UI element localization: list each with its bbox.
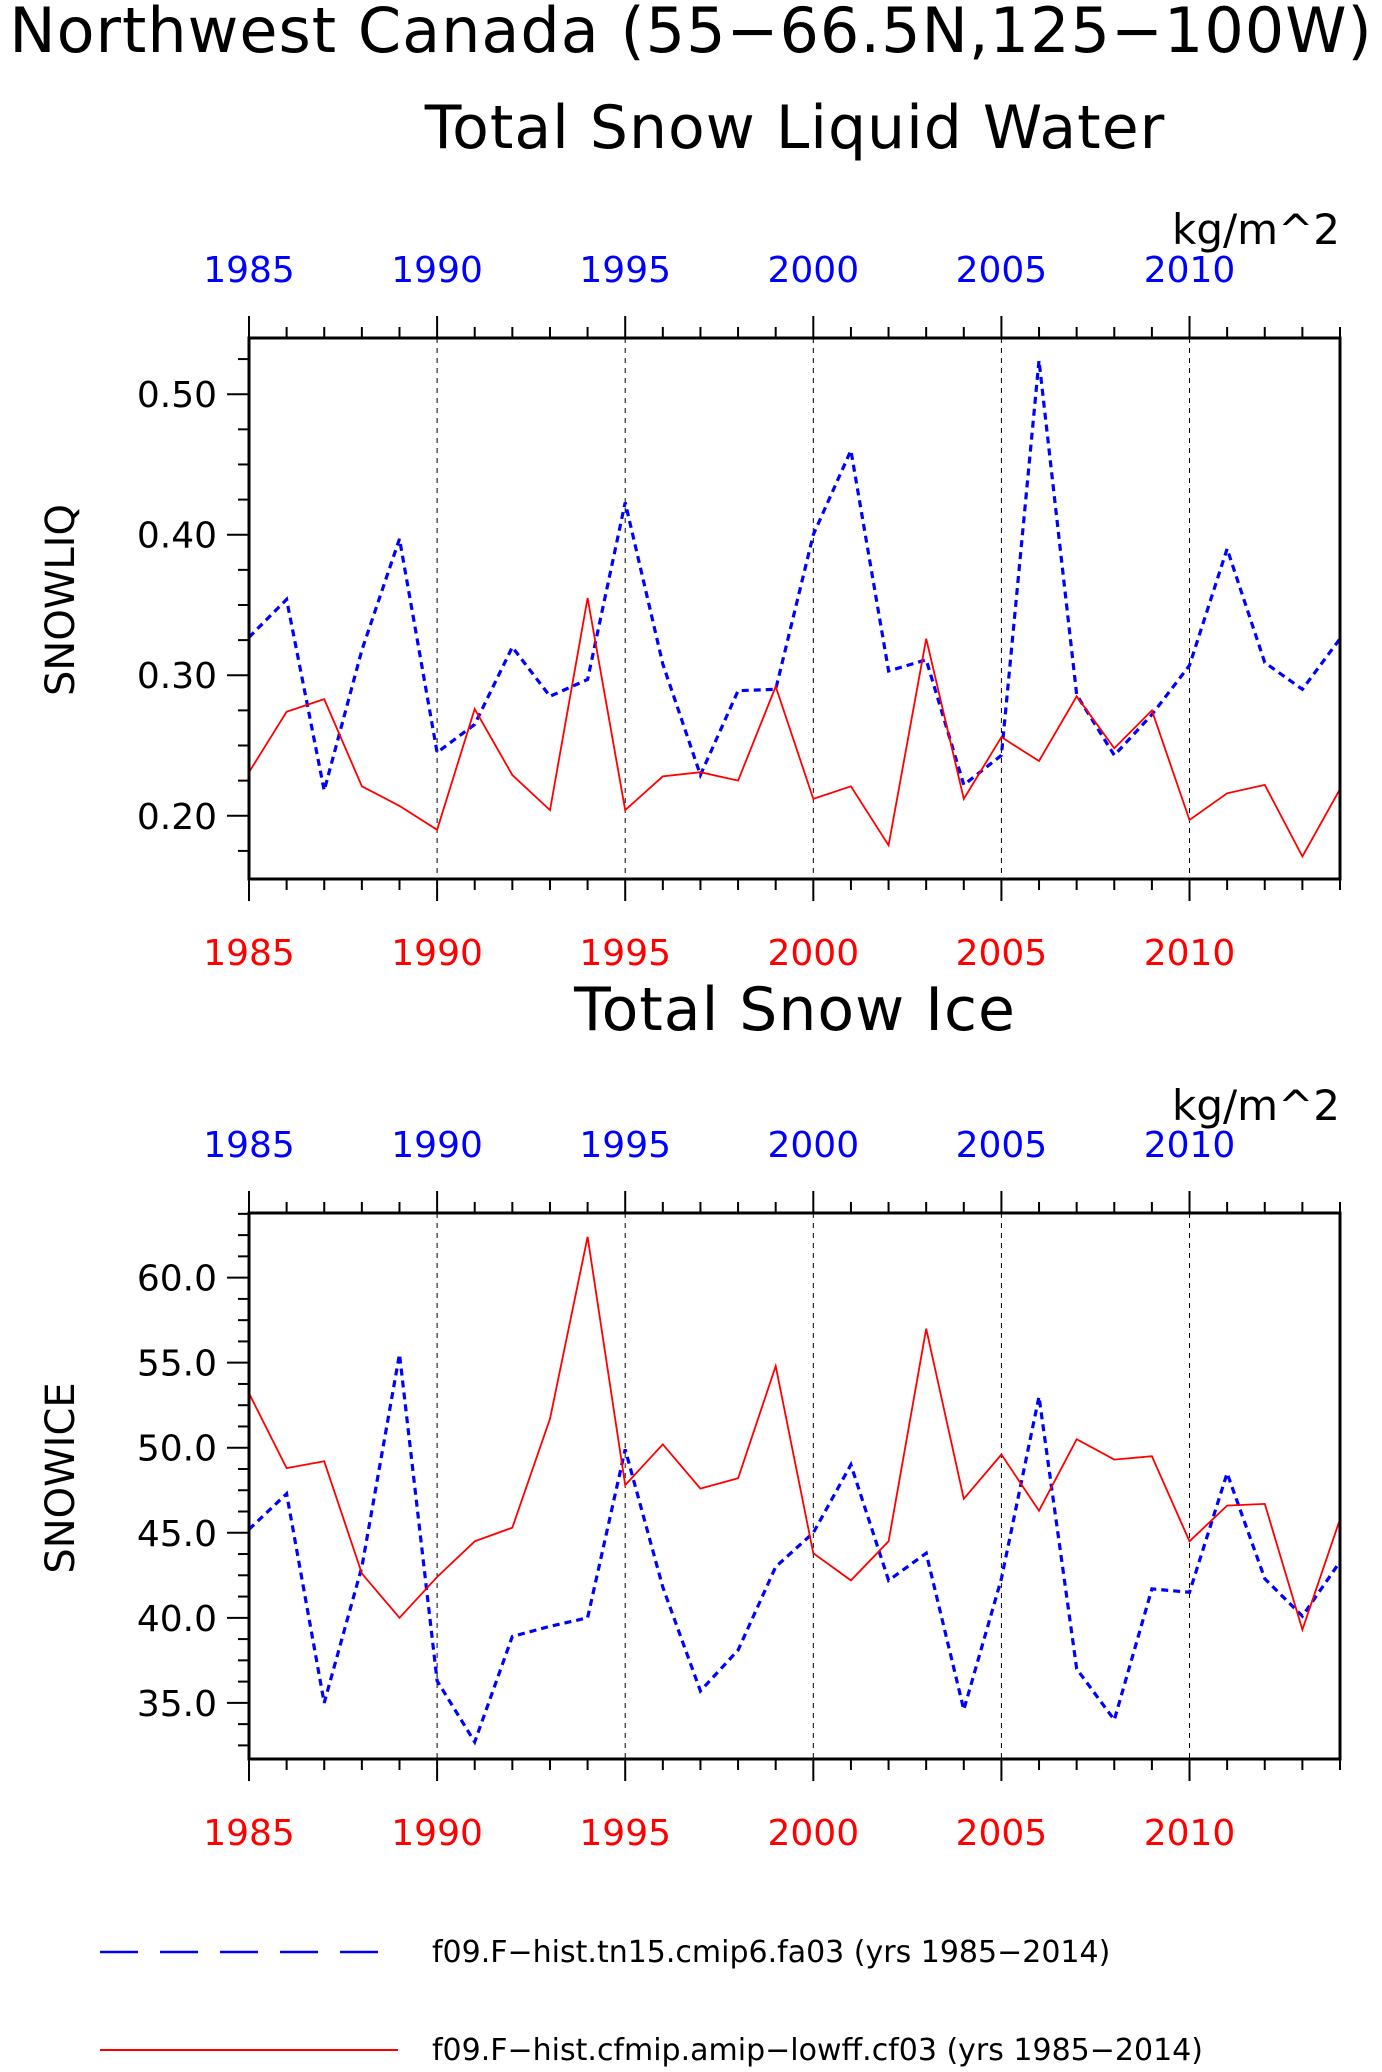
x-tick-label-top: 1995	[579, 250, 671, 291]
x-tick-label-bottom: 2000	[767, 933, 859, 974]
y-tick-label: 0.40	[137, 516, 217, 557]
x-tick-label-bottom: 2005	[956, 1813, 1048, 1854]
x-tick-label-top: 1990	[391, 1125, 483, 1166]
units-label: kg/m^2	[1172, 1081, 1340, 1130]
x-tick-label-top: 2010	[1144, 1125, 1236, 1166]
y-tick-label: 45.0	[137, 1514, 217, 1555]
y-axis-label: SNOWICE	[38, 1382, 84, 1573]
series-line-tn15	[247, 360, 1342, 791]
y-axis-label: SNOWLIQ	[38, 504, 84, 696]
x-tick-label-top: 1985	[203, 250, 295, 291]
x-tick-label-top: 2000	[767, 1125, 859, 1166]
x-tick-label-top: 1990	[391, 250, 483, 291]
x-tick-label-bottom: 1995	[579, 933, 671, 974]
x-tick-label-bottom: 2010	[1144, 1813, 1236, 1854]
x-tick-label-bottom: 1995	[579, 1813, 671, 1854]
snowliq-panel: Total Snow Liquid Water kg/m^2 SNOWLIQ 1…	[38, 93, 1342, 974]
x-tick-label-top: 2005	[956, 1125, 1048, 1166]
snowice-panel: Total Snow Ice kg/m^2 SNOWICE 1985 1985 19…	[38, 975, 1342, 1854]
panel-title: Total Snow Ice	[573, 975, 1016, 1045]
x-tick-label-bottom: 1990	[391, 1813, 483, 1854]
x-tick-label-bottom: 2000	[767, 1813, 859, 1854]
page-title: Northwest Canada (55−66.5N,125−100W)	[9, 0, 1373, 67]
x-tick-label-top: 2010	[1144, 250, 1236, 291]
x-tick-label-bottom: 1985	[203, 1813, 295, 1854]
legend: f09.F−hist.tn15.cmip6.fa03 (yrs 1985−201…	[100, 1935, 1203, 2068]
x-tick-label-top: 2000	[767, 250, 859, 291]
series-line-cf03	[248, 1236, 1341, 1633]
units-label: kg/m^2	[1172, 205, 1340, 254]
series-line-cf03	[248, 597, 1341, 859]
y-tick-label: 50.0	[137, 1429, 217, 1470]
y-tick-label: 0.50	[137, 375, 217, 416]
x-tick-label-top: 1985	[203, 1125, 295, 1166]
legend-label: f09.F−hist.tn15.cmip6.fa03 (yrs 1985−201…	[432, 1935, 1110, 1970]
series-line-tn15	[247, 1353, 1342, 1746]
x-tick-label-bottom: 1985	[203, 933, 295, 974]
y-tick-label: 35.0	[137, 1684, 217, 1725]
x-tick-label-bottom: 2010	[1144, 933, 1236, 974]
legend-label: f09.F−hist.cfmip.amip−lowff.cf03 (yrs 19…	[432, 2033, 1203, 2068]
plot-frame	[247, 1211, 1342, 1761]
x-tick-label-bottom: 1990	[391, 933, 483, 974]
x-tick-label-bottom: 2005	[956, 933, 1048, 974]
y-tick-label: 40.0	[137, 1599, 217, 1640]
y-tick-label: 60.0	[137, 1259, 217, 1300]
panel-title: Total Snow Liquid Water	[424, 93, 1166, 163]
plot-frame	[247, 336, 1342, 881]
y-tick-label: 55.0	[137, 1344, 217, 1385]
y-tick-label: 0.20	[137, 797, 217, 838]
x-tick-label-top: 2005	[956, 250, 1048, 291]
y-tick-label: 0.30	[137, 656, 217, 697]
x-tick-label-top: 1995	[579, 1125, 671, 1166]
